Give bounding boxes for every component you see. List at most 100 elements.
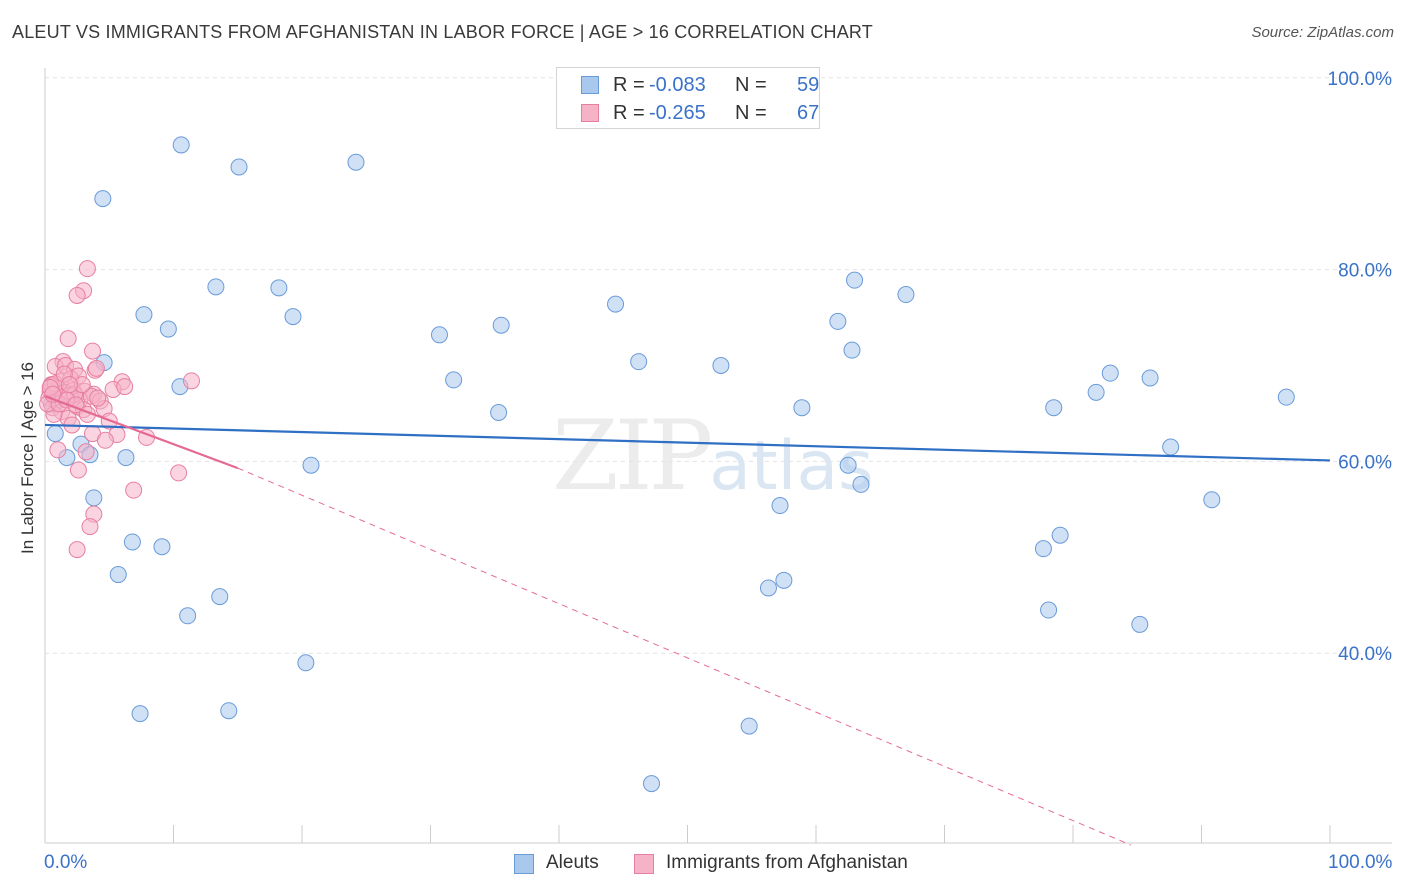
aleut-point — [117, 449, 135, 467]
aleut-swatch — [581, 76, 599, 94]
aleut-point — [220, 702, 238, 720]
aleut-point — [897, 286, 915, 304]
afghan-point — [84, 342, 102, 360]
afghan-point — [69, 461, 87, 479]
aleut-point — [775, 571, 793, 589]
aleut-point — [347, 153, 365, 171]
legend-r-value: -0.083 — [649, 74, 706, 96]
afghan-point — [96, 431, 114, 449]
aleut-point — [759, 579, 777, 597]
aleut-legend-swatch — [514, 854, 534, 874]
aleut-point — [740, 717, 758, 735]
aleut-point — [852, 475, 870, 493]
aleut-point — [712, 357, 730, 374]
aleut-point — [490, 403, 508, 421]
aleut-point — [492, 316, 510, 334]
aleut-point — [839, 456, 857, 474]
aleut-point — [297, 654, 315, 672]
afghan-points — [39, 260, 200, 559]
aleut-point — [1045, 399, 1063, 417]
watermark-zip: ZIP — [552, 400, 713, 512]
aleut-point — [230, 158, 248, 176]
afghan-point — [116, 378, 134, 396]
aleut-point — [135, 306, 153, 324]
aleut-point — [153, 538, 171, 556]
y-tick-label: 100.0% — [1328, 69, 1393, 90]
trend-lines — [44, 395, 1331, 846]
afghan-point — [78, 260, 96, 278]
aleut-point — [1141, 369, 1159, 387]
aleut-point — [172, 136, 190, 154]
legend-r-label: R = — [613, 74, 645, 96]
aleut-point — [1087, 383, 1105, 401]
chart-title: ALEUT VS IMMIGRANTS FROM AFGHANISTAN IN … — [12, 22, 873, 42]
afghan-trend-line — [44, 395, 239, 470]
legend-n-value: 59 — [797, 74, 820, 96]
afghan-point — [60, 376, 78, 394]
aleut-point — [270, 279, 288, 297]
aleut-point — [1203, 491, 1221, 509]
aleut-point — [211, 588, 229, 606]
aleut-point — [1131, 615, 1149, 633]
y-tick-label: 60.0% — [1338, 452, 1392, 473]
aleut-point — [771, 497, 789, 515]
afghan-point — [59, 330, 77, 348]
aleut-point — [445, 371, 463, 389]
correlation-legend: R = -0.083 N = 59 R = -0.265 N = 67 — [556, 67, 820, 129]
afghan-legend-label: Immigrants from Afghanistan — [666, 852, 908, 873]
aleut-point — [829, 312, 847, 330]
aleut-trend-line — [44, 423, 1331, 462]
legend-n-label: N = — [735, 102, 767, 124]
aleut-point — [1040, 601, 1058, 619]
aleut-point — [793, 399, 811, 417]
aleut-point — [1101, 364, 1119, 382]
legend-n-label: N = — [735, 74, 767, 96]
legend-r-label: R = — [613, 102, 645, 124]
x-tick-left: 0.0% — [44, 852, 88, 873]
aleut-point — [846, 271, 864, 289]
afghan-point — [87, 359, 105, 377]
afghan-point — [125, 481, 143, 499]
aleut-point — [207, 278, 225, 296]
afghan-trend-extension — [237, 467, 1132, 846]
aleut-legend-label: Aleuts — [546, 852, 599, 873]
aleut-point — [630, 353, 648, 371]
y-tick-labels: 40.0% 60.0% 80.0% 100.0% — [1328, 69, 1393, 665]
aleut-point — [843, 341, 861, 359]
aleut-point — [94, 190, 112, 208]
aleut-point — [607, 295, 625, 313]
aleut-point — [46, 425, 64, 443]
aleut-point — [131, 705, 149, 723]
afghan-point — [170, 464, 188, 482]
afghan-point — [77, 443, 95, 461]
aleut-point — [1277, 388, 1295, 406]
aleut-points — [42, 136, 1295, 793]
aleut-point — [284, 308, 302, 326]
afghan-point — [68, 541, 86, 559]
aleut-point — [85, 489, 103, 507]
afghan-legend-swatch — [634, 854, 654, 874]
aleut-point — [159, 320, 177, 338]
afghan-point — [49, 441, 67, 459]
aleut-point — [643, 775, 661, 793]
aleut-point — [1034, 540, 1052, 558]
axes — [44, 68, 1392, 844]
afghan-point — [68, 286, 86, 304]
y-tick-label: 40.0% — [1338, 644, 1392, 665]
afghan-point — [81, 518, 99, 536]
aleut-point — [1051, 526, 1069, 544]
x-tick-right: 100.0% — [1328, 852, 1393, 873]
aleut-point — [302, 456, 320, 474]
legend-n-value: 67 — [797, 102, 820, 124]
afghan-point — [182, 372, 200, 390]
aleut-point — [430, 326, 448, 344]
aleut-point — [179, 607, 197, 625]
y-tick-label: 80.0% — [1338, 261, 1392, 282]
source-label: Source: ZipAtlas.com — [1251, 24, 1394, 41]
aleut-point — [123, 533, 141, 551]
aleut-point — [109, 566, 127, 584]
afghan-point — [89, 389, 107, 407]
aleut-point — [1162, 438, 1180, 456]
legend-r-value: -0.265 — [649, 102, 706, 124]
